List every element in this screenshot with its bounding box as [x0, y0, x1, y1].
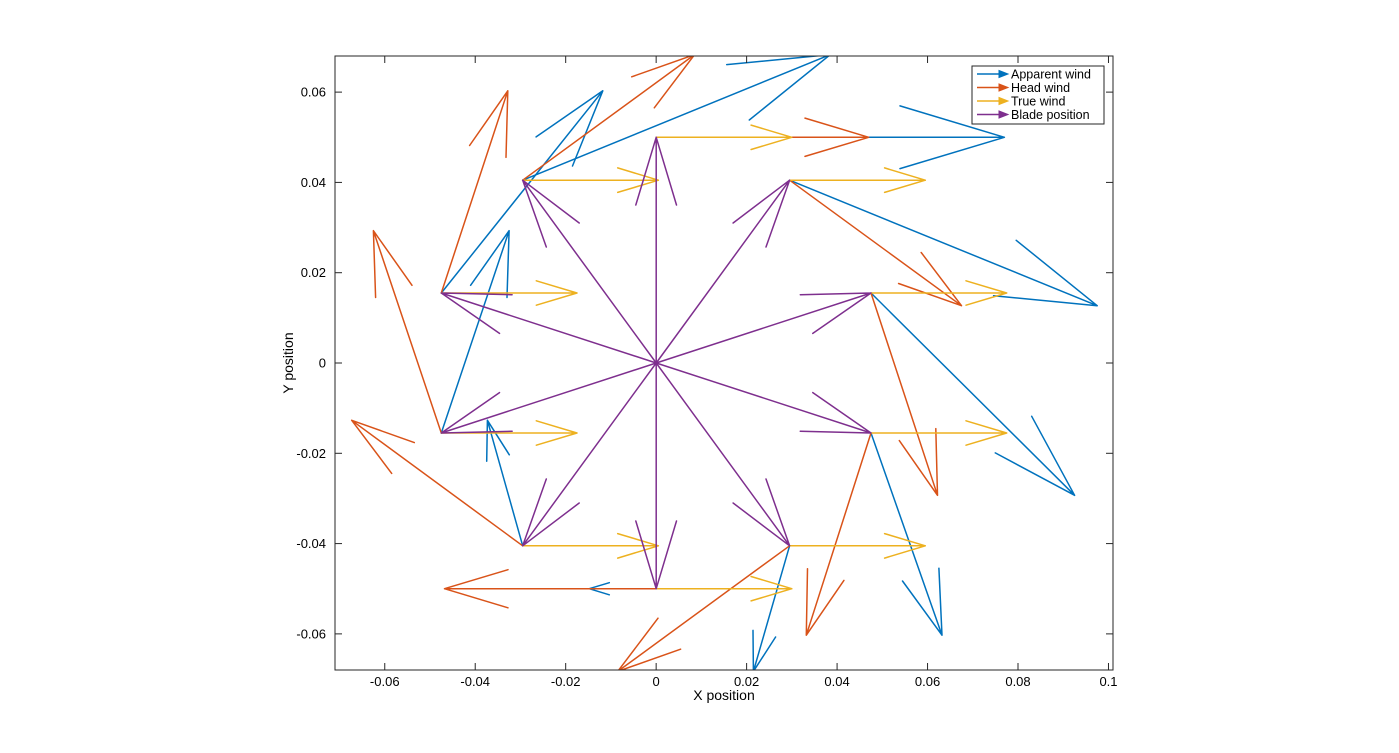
vector-arrow: [617, 545, 791, 670]
y-tick-label: -0.06: [296, 626, 326, 641]
x-axis-title: X position: [693, 687, 754, 703]
x-tick-label: 0.08: [1005, 674, 1030, 689]
vector-arrow: [870, 432, 943, 636]
vector-arrow: [521, 56, 830, 181]
vector-arrow: [805, 432, 872, 636]
vector-arrow: [635, 362, 678, 590]
vector-arrow: [655, 292, 872, 364]
x-tick-label: 0: [653, 674, 660, 689]
vector-arrow: [788, 532, 927, 559]
vector-arrow: [440, 292, 657, 364]
vector-arrow: [440, 362, 657, 434]
vector-arrow: [372, 229, 443, 434]
vector-arrow: [788, 179, 1098, 307]
vector-arrow: [870, 280, 1008, 306]
vector-arrow: [655, 575, 793, 602]
vector-arrow: [655, 362, 872, 434]
legend-item: Head wind: [977, 81, 1070, 95]
y-tick-label: 0: [319, 356, 326, 371]
vector-arrow: [485, 419, 524, 547]
plot-area: [335, 56, 1113, 670]
legend-item: Apparent wind: [977, 67, 1091, 81]
vector-arrow: [521, 362, 657, 547]
vector-arrow: [788, 179, 963, 307]
vector-arrow: [635, 136, 678, 364]
y-axis-title: Y position: [280, 332, 296, 393]
vector-arrow: [440, 229, 510, 434]
vector-arrow: [521, 167, 660, 194]
legend-item: Blade position: [977, 108, 1090, 122]
vector-arrow: [521, 179, 657, 364]
vector-arrow: [788, 167, 927, 194]
vector-arrow: [443, 568, 657, 609]
vector-arrow: [440, 90, 604, 294]
legend-arrowhead: [998, 110, 1010, 119]
legend-label: Blade position: [1011, 108, 1090, 122]
x-tick-label: 0.06: [915, 674, 940, 689]
legend-arrowhead: [998, 96, 1010, 106]
vector-arrow: [655, 124, 793, 151]
x-tick-label: 0.1: [1099, 674, 1117, 689]
vector-arrow: [870, 292, 939, 497]
legend-label: True wind: [1011, 94, 1065, 108]
x-tick-label: -0.04: [460, 674, 490, 689]
x-tick-label: 0.02: [734, 674, 759, 689]
y-tick-label: -0.02: [296, 446, 326, 461]
x-tick-label: -0.02: [551, 674, 581, 689]
legend-arrowhead: [998, 83, 1010, 92]
series-head-wind: [350, 56, 963, 670]
vector-arrow: [870, 292, 1076, 497]
vector-arrow: [521, 56, 695, 181]
vector-arrow: [655, 362, 791, 547]
legend-item: True wind: [977, 94, 1065, 108]
legend-label: Head wind: [1011, 81, 1070, 95]
arrows-layer: [350, 56, 1098, 670]
ticks-layer: -0.06 -0.04 -0.02 0 0.02 0.04 0.06 0.08 0.1 -0.06…: [296, 56, 1118, 689]
vector-arrow: [752, 545, 791, 670]
x-tick-label: 0.04: [824, 674, 849, 689]
y-tick-label: 0.06: [301, 85, 326, 100]
vector-arrow: [350, 419, 524, 547]
y-tick-label: -0.04: [296, 536, 326, 551]
legend-label: Apparent wind: [1011, 67, 1091, 81]
vector-arrow: [521, 532, 660, 559]
series-blade-position: [440, 136, 872, 590]
vector-arrow: [870, 420, 1008, 446]
x-tick-label: -0.06: [370, 674, 400, 689]
series-true-wind: [440, 124, 1008, 602]
y-tick-label: 0.04: [301, 175, 326, 190]
vector-arrow: [655, 179, 791, 364]
vector-arrow: [440, 90, 509, 294]
y-tick-label: 0.02: [301, 265, 326, 280]
legend-arrowhead: [998, 69, 1010, 79]
